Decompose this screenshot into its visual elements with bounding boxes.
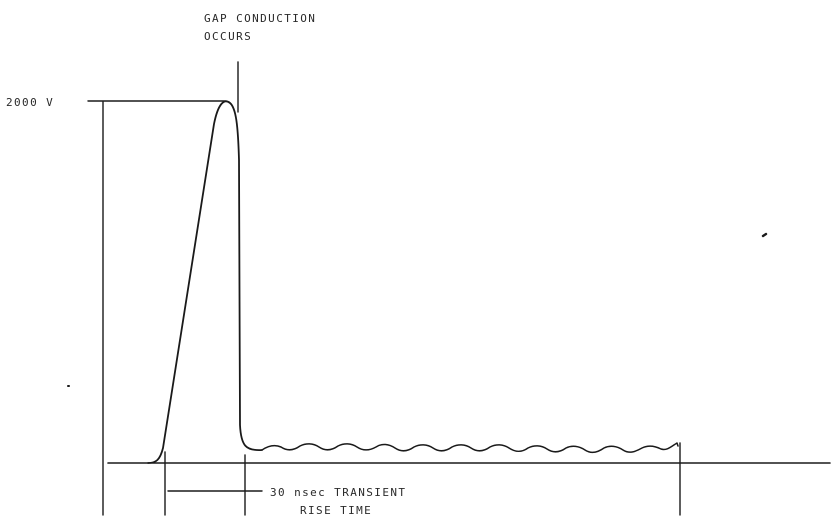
transient-pulse-waveform	[147, 100, 263, 464]
rise-time-label-line2: RISE TIME	[300, 504, 372, 517]
post-conduction-ringing	[261, 442, 679, 454]
stray-mark-right	[761, 232, 768, 238]
gap-conduction-label-line1: GAP CONDUCTION	[204, 12, 316, 25]
gap-conduction-label-line2: OCCURS	[204, 30, 252, 43]
peak-voltage-label: 2000 V	[6, 96, 54, 109]
rise-time-label-line1: 30 nsec TRANSIENT	[270, 486, 406, 499]
